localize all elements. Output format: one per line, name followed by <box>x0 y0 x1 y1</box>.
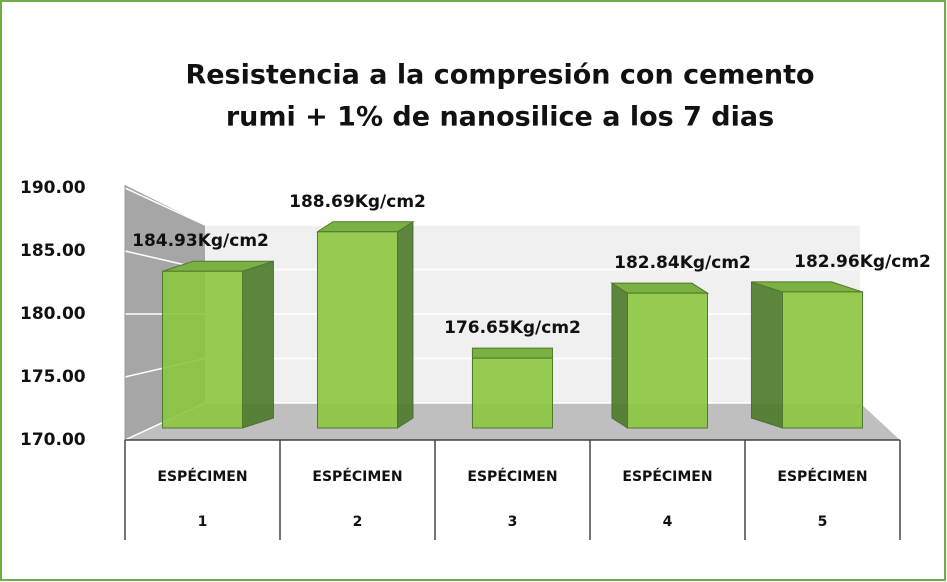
x-tick-label: ESPÉCIMEN <box>157 468 247 485</box>
bar <box>627 292 708 429</box>
data-label: 184.93Kg/cm2 <box>132 231 269 251</box>
x-tick-label: 2 <box>353 514 363 530</box>
bar-top <box>315 221 415 233</box>
bar-top <box>471 347 554 359</box>
grid-line <box>124 187 860 226</box>
y-tick-label: 190.00 <box>20 178 86 198</box>
bar-top <box>610 282 710 294</box>
bar-side <box>611 282 628 429</box>
y-tick-label: 175.00 <box>20 367 86 387</box>
y-tick-label: 185.00 <box>20 241 86 261</box>
chart-title: rumi + 1% de nanosilice a los 7 dias <box>226 102 774 133</box>
bar-side <box>397 220 414 429</box>
data-label: 182.96Kg/cm2 <box>794 252 931 272</box>
bar <box>472 357 553 429</box>
chart-title: Resistencia a la compresión con cemento <box>185 60 814 91</box>
data-label: 182.84Kg/cm2 <box>614 253 751 273</box>
x-tick-label: 4 <box>663 514 673 530</box>
x-tick-label: 1 <box>198 514 208 530</box>
x-tick-label: 3 <box>508 514 518 530</box>
x-tick-label: ESPÉCIMEN <box>312 468 402 485</box>
bar <box>162 270 243 429</box>
data-label: 176.65Kg/cm2 <box>444 318 581 338</box>
bar-side <box>750 281 783 429</box>
bar <box>782 291 863 429</box>
y-tick-label: 170.00 <box>20 430 86 450</box>
x-tick-label: ESPÉCIMEN <box>622 468 712 485</box>
y-tick-label: 180.00 <box>20 304 86 324</box>
x-tick-label: 5 <box>818 514 828 530</box>
x-tick-label: ESPÉCIMEN <box>467 468 557 485</box>
x-tick-label: ESPÉCIMEN <box>777 468 867 485</box>
data-label: 188.69Kg/cm2 <box>289 192 426 212</box>
bar-side <box>242 260 274 429</box>
bar <box>317 231 398 429</box>
